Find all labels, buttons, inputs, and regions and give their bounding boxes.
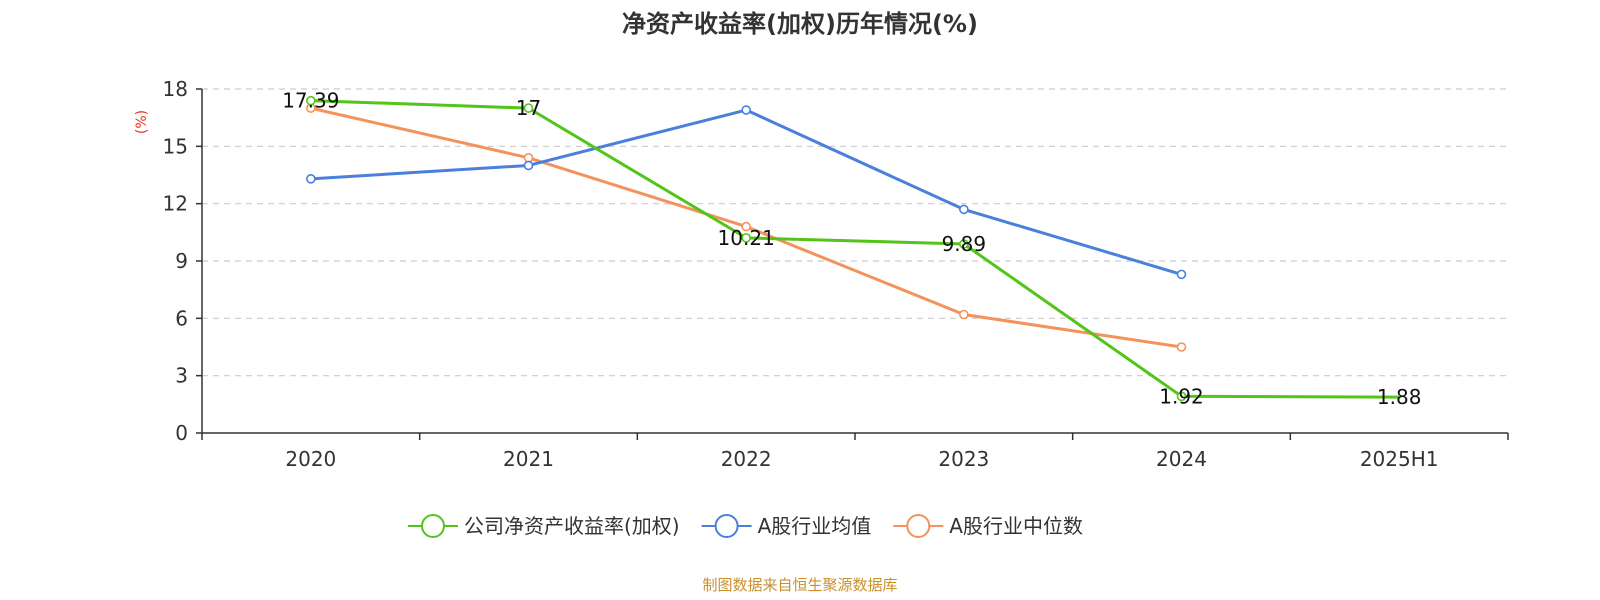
series-2 — [306, 103, 1187, 352]
y-tick-label-2: 6 — [175, 306, 188, 330]
x-tick-label-1: 2021 — [503, 447, 554, 471]
point-2-1 — [523, 153, 534, 163]
point-2-3 — [959, 309, 969, 320]
point-2-2 — [741, 221, 751, 232]
y-tick-label-3: 9 — [175, 249, 188, 273]
axes: 0 3 6 9 12 15 18 2020 2021 2022 2023 2024 2025H1 — [163, 77, 1509, 471]
point-0-1 — [523, 103, 534, 113]
point-1-1 — [523, 160, 534, 171]
x-tick-label-2: 2022 — [721, 447, 772, 471]
series-group — [306, 95, 1400, 402]
y-tick-label-6: 18 — [163, 77, 188, 101]
y-tick-label-1: 3 — [175, 364, 188, 388]
point-2-4 — [1176, 342, 1187, 352]
chart-title: 净资产收益率(加权)历年情况(%) — [622, 10, 978, 38]
point-0-2 — [741, 233, 751, 243]
series-line-0 — [310, 99, 1400, 399]
y-axis-label: (%) — [134, 110, 150, 134]
legend-item-1[interactable]: A股行业均值 — [701, 514, 872, 538]
point-1-4 — [1176, 269, 1187, 280]
grid-lines — [202, 88, 1508, 377]
series-0 — [306, 95, 1400, 402]
y-tick-label-0: 0 — [175, 421, 188, 445]
point-1-3 — [959, 204, 969, 215]
x-tick-label-3: 2023 — [938, 447, 989, 471]
point-0-0 — [306, 95, 316, 106]
point-1-2 — [741, 105, 751, 115]
point-0-3 — [959, 239, 969, 249]
x-tick-label-5: 2025H1 — [1360, 447, 1439, 471]
data-label-0-0: 17.39 — [282, 89, 339, 113]
series-1 — [306, 105, 1187, 280]
x-tick-label-0: 2020 — [285, 447, 336, 471]
legend-marker-1 — [714, 514, 739, 538]
legend-marker-2 — [906, 514, 931, 538]
legend-item-0[interactable]: 公司净资产收益率(加权) — [408, 514, 680, 538]
data-label-0-3: 9.89 — [942, 232, 987, 256]
data-label-0-2: 10.21 — [718, 226, 775, 250]
legend-label-1: A股行业均值 — [758, 514, 872, 538]
source-note: 制图数据来自恒生聚源数据库 — [702, 576, 897, 594]
y-tick-label-5: 15 — [163, 134, 188, 158]
legend-item-2[interactable]: A股行业中位数 — [893, 514, 1083, 538]
point-0-4 — [1176, 391, 1187, 402]
data-labels: 17.39 17 10.21 9.89 1.92 1.88 — [282, 89, 1421, 409]
data-label-0-5: 1.88 — [1377, 385, 1422, 409]
y-tick-label-4: 12 — [163, 192, 188, 216]
data-label-0-1: 17 — [516, 96, 541, 120]
legend-label-0: 公司净资产收益率(加权) — [464, 514, 680, 538]
legend: 公司净资产收益率(加权) A股行业均值 A股行业中位数 — [408, 514, 1083, 538]
legend-label-2: A股行业中位数 — [949, 514, 1083, 538]
point-1-0 — [306, 174, 316, 184]
x-tick-label-4: 2024 — [1156, 447, 1207, 471]
legend-marker-0 — [421, 514, 445, 538]
data-label-0-4: 1.92 — [1159, 384, 1204, 408]
